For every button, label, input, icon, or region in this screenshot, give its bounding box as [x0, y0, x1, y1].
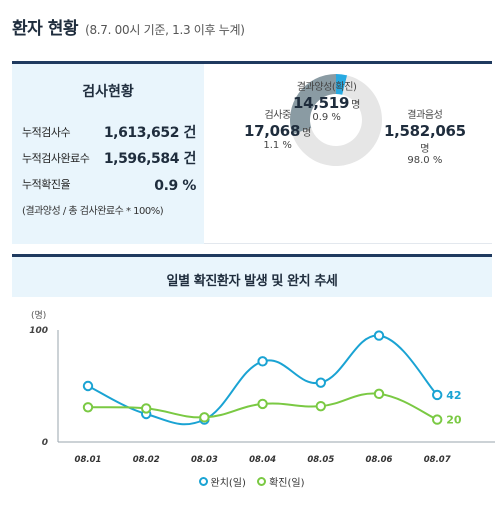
- testing-unit: 명: [302, 128, 312, 139]
- negative-unit: 명: [420, 144, 430, 155]
- donut-label-negative: 결과음성 1,582,065 명 98.0 %: [384, 106, 466, 166]
- test-status-panel: 검사현황 누적검사수 1,613,652 건 누적검사완료수 1,596,584…: [12, 61, 492, 244]
- series-line-recovered: [87, 334, 438, 426]
- page-header: 환자 현황 (8.7. 00시 기준, 1.3 이후 누계): [12, 14, 245, 39]
- x-tick-label: 08.03: [191, 455, 218, 465]
- test-status-title: 검사현황: [82, 84, 134, 100]
- stat-row-total-tests: 누적검사수 1,613,652 건: [22, 122, 196, 142]
- data-point-recovered[interactable]: [315, 377, 326, 388]
- legend-item-confirmed[interactable]: 확진(일): [257, 474, 305, 489]
- chart-legend: 완치(일) 확진(일): [0, 474, 503, 489]
- data-point-recovered[interactable]: [373, 330, 385, 341]
- positive-percent: 0.9 %: [312, 112, 341, 123]
- testing-percent: 1.1 %: [263, 140, 292, 151]
- data-point-recovered[interactable]: [82, 380, 94, 392]
- data-point-confirmed[interactable]: [373, 388, 385, 400]
- stat-row-positive-rate: 누적확진율 0.9 %: [22, 174, 196, 194]
- donut-label-testing: 검사중 17,068 명 1.1 %: [244, 106, 311, 151]
- end-value-label-recovered: 42: [446, 389, 461, 402]
- test-status-summary: 검사현황 누적검사수 1,613,652 건 누적검사완료수 1,596,584…: [12, 64, 204, 244]
- donut-label-positive: 결과양성(확진) 14,519 명 0.9 %: [293, 78, 360, 123]
- legend-label-confirmed: 확진(일): [269, 478, 305, 489]
- x-tick-label: 08.01: [75, 455, 102, 465]
- positive-rate-formula-note: (결과양성 / 총 검사완료수 * 100%): [22, 206, 164, 217]
- x-tick-label: 08.06: [366, 455, 393, 465]
- legend-item-recovered[interactable]: 완치(일): [198, 474, 246, 489]
- data-point-confirmed[interactable]: [199, 412, 210, 423]
- donut-slice-negative: [292, 75, 382, 166]
- test-result-donut-chart: [290, 74, 382, 166]
- data-point-recovered[interactable]: [257, 356, 268, 367]
- chart-title: 일별 확진환자 발생 및 완치 추세: [166, 274, 338, 289]
- positive-label: 결과양성(확진): [296, 82, 357, 93]
- legend-marker-confirmed: [257, 477, 267, 486]
- legend-marker-recovered: [198, 477, 208, 486]
- negative-percent: 98.0 %: [407, 155, 443, 166]
- stat-label: 누적검사완료수: [22, 152, 90, 165]
- negative-label: 결과음성: [407, 110, 443, 121]
- page-subtitle: (8.7. 00시 기준, 1.3 이후 누계): [85, 23, 245, 37]
- stat-row-completed-tests: 누적검사완료수 1,596,584 건: [22, 148, 196, 168]
- data-point-confirmed[interactable]: [432, 414, 443, 425]
- chart-title-bar: 일별 확진환자 발생 및 완치 추세: [12, 257, 492, 297]
- positive-unit: 명: [351, 100, 361, 111]
- end-value-label-confirmed: 20: [446, 414, 462, 427]
- positive-count: 14,519: [293, 94, 350, 112]
- legend-label-recovered: 완치(일): [210, 478, 246, 489]
- stat-value: 1,596,584 건: [103, 151, 197, 167]
- stat-label: 누적검사수: [22, 126, 71, 139]
- negative-unit-line: 명: [384, 140, 466, 155]
- data-point-confirmed[interactable]: [82, 402, 94, 413]
- x-tick-label: 08.02: [133, 455, 160, 465]
- negative-count: 1,582,065: [384, 122, 466, 140]
- stat-value: 0.9 %: [154, 178, 196, 194]
- page-title: 환자 현황: [12, 19, 78, 39]
- y-tick-label: 0: [42, 438, 48, 448]
- x-tick-label: 08.04: [249, 455, 276, 465]
- data-point-confirmed[interactable]: [257, 398, 268, 410]
- y-axis-unit-label: (명): [31, 310, 46, 321]
- y-tick-label: 100: [29, 326, 48, 336]
- testing-label: 검사중: [264, 110, 291, 121]
- donut-slice-positive: [336, 74, 348, 95]
- data-point-confirmed[interactable]: [315, 400, 326, 412]
- donut-slice-testing: [290, 74, 336, 135]
- x-tick-label: 08.05: [307, 455, 334, 465]
- stat-label: 누적확진율: [22, 178, 71, 191]
- data-point-recovered[interactable]: [432, 389, 443, 401]
- data-point-confirmed[interactable]: [141, 403, 152, 414]
- x-tick-label: 08.07: [424, 455, 451, 465]
- testing-count: 17,068: [244, 122, 301, 140]
- stat-value: 1,613,652 건: [103, 125, 197, 141]
